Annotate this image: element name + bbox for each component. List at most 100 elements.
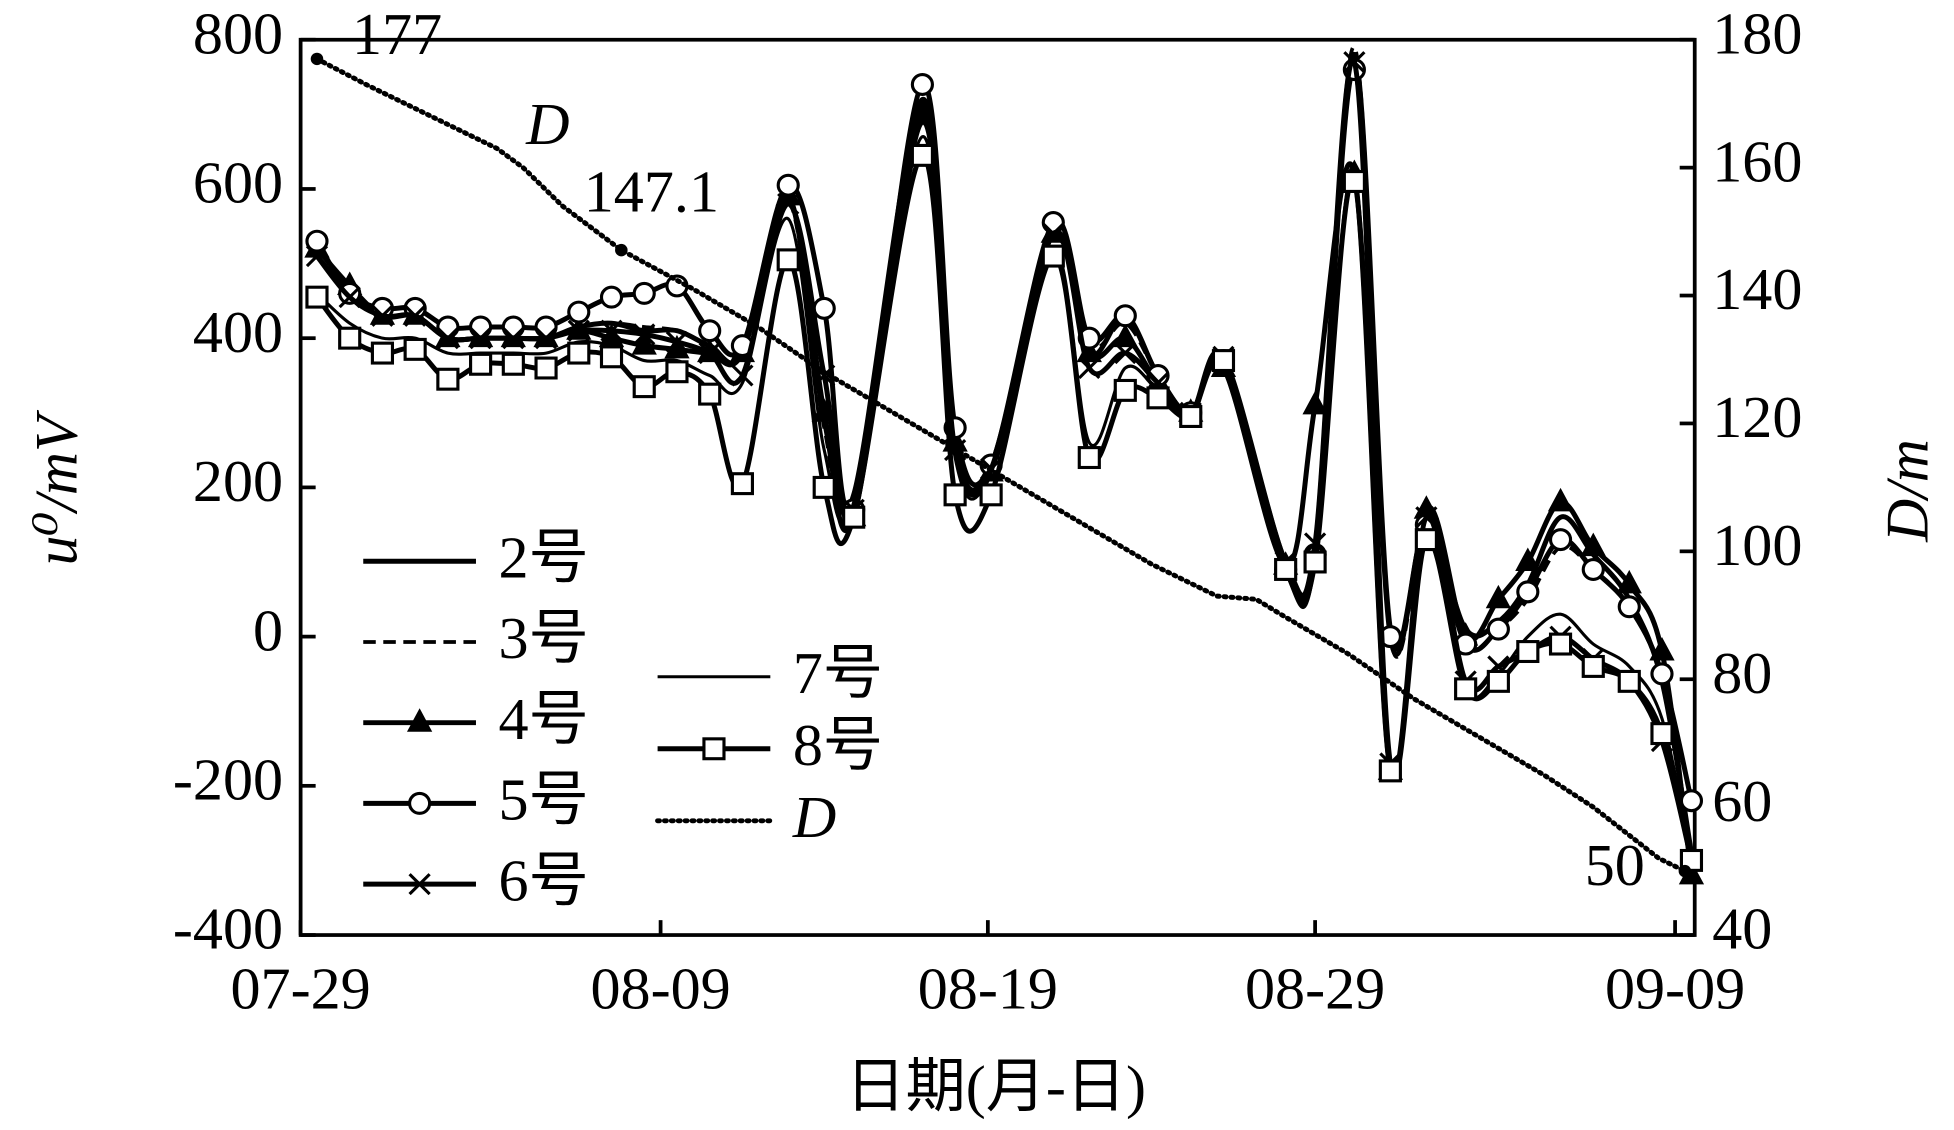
marker — [1211, 349, 1236, 373]
marker — [370, 341, 395, 365]
point-marker — [615, 243, 628, 257]
marker — [567, 319, 590, 342]
marker — [698, 382, 722, 406]
y2-tick-label: 80 — [1712, 640, 1772, 706]
marker — [1486, 669, 1510, 693]
marker — [777, 192, 800, 215]
y2-tick-label: 60 — [1712, 768, 1772, 834]
marker — [1650, 662, 1674, 686]
marker — [408, 873, 431, 896]
marker — [1486, 617, 1510, 641]
y-tick-label: 0 — [253, 598, 283, 664]
marker — [730, 472, 754, 496]
marker — [501, 315, 525, 339]
marker — [842, 505, 866, 529]
marker — [1113, 304, 1137, 328]
marker — [305, 245, 329, 268]
marker — [502, 327, 525, 350]
marker — [406, 708, 433, 732]
marker — [910, 73, 934, 96]
marker — [408, 791, 432, 815]
marker — [469, 352, 493, 376]
marker — [1414, 528, 1438, 552]
x-tick-label: 08-09 — [590, 956, 730, 1022]
marker — [404, 304, 427, 327]
marker — [305, 229, 329, 253]
marker — [1454, 677, 1478, 701]
marker — [338, 326, 362, 350]
legend-label: D — [792, 784, 836, 850]
marker — [665, 330, 689, 353]
marker — [1581, 654, 1605, 678]
marker — [1415, 506, 1438, 529]
marker — [1485, 584, 1511, 609]
legend-label: 4号 — [499, 686, 589, 752]
marker — [1581, 557, 1605, 581]
marker — [1616, 569, 1642, 594]
marker — [812, 475, 836, 499]
value-label: 177 — [352, 1, 442, 67]
marker — [436, 367, 460, 391]
marker — [1041, 211, 1065, 235]
marker — [1617, 669, 1641, 693]
x-tick-label: 08-19 — [918, 956, 1058, 1022]
marker — [698, 319, 722, 343]
marker — [776, 248, 800, 272]
marker — [1580, 532, 1606, 557]
marker — [1042, 222, 1065, 245]
series-line — [315, 135, 1693, 861]
value-label: 147.1 — [584, 159, 719, 225]
marker — [1515, 547, 1541, 572]
x-tick-label: 08-29 — [1245, 956, 1385, 1022]
marker — [600, 319, 623, 342]
y2-tick-label: 120 — [1712, 384, 1802, 450]
marker — [1077, 446, 1101, 470]
y2-tick-label: 40 — [1712, 896, 1772, 962]
marker — [1146, 386, 1170, 410]
y-tick-label: 600 — [193, 150, 283, 216]
legend-label: 7号 — [793, 640, 883, 706]
x-tick-label: 09-09 — [1605, 956, 1745, 1022]
series-line — [315, 111, 1694, 876]
annotation: D — [525, 91, 569, 157]
x-axis-label: 日期(月-日) — [846, 1054, 1147, 1120]
marker — [501, 352, 525, 376]
series-line — [314, 57, 1694, 862]
point-marker — [310, 52, 324, 66]
marker — [1547, 487, 1574, 512]
marker — [1302, 390, 1328, 415]
marker — [631, 331, 657, 355]
y2-tick-label: 140 — [1712, 256, 1802, 322]
marker — [1041, 244, 1065, 268]
marker — [911, 110, 934, 133]
marker — [632, 281, 656, 305]
marker — [599, 345, 624, 369]
marker — [979, 483, 1003, 507]
marker — [469, 315, 493, 339]
legend-label: 3号 — [499, 605, 589, 671]
marker — [632, 375, 656, 399]
y-tick-label: -400 — [173, 896, 283, 962]
legend-label: 5号 — [499, 767, 589, 833]
marker — [567, 300, 591, 324]
y-tick-label: 800 — [193, 1, 283, 67]
x-tick-label: 07-29 — [230, 956, 370, 1022]
series-line — [314, 56, 1688, 874]
marker — [1274, 557, 1298, 581]
marker — [338, 286, 361, 309]
marker — [1113, 378, 1137, 402]
marker — [776, 173, 800, 197]
marker — [1650, 722, 1674, 746]
marker — [567, 341, 591, 365]
marker — [943, 483, 967, 507]
y2-tick-label: 180 — [1712, 1, 1802, 67]
marker — [534, 356, 558, 380]
marker — [1516, 580, 1540, 604]
marker — [1114, 342, 1137, 365]
y-tick-label: -200 — [173, 747, 283, 813]
marker — [1548, 632, 1573, 656]
marker — [1617, 595, 1641, 619]
y2-axis-label: D/m — [1874, 439, 1940, 543]
marker — [1112, 323, 1138, 348]
marker — [698, 342, 721, 365]
